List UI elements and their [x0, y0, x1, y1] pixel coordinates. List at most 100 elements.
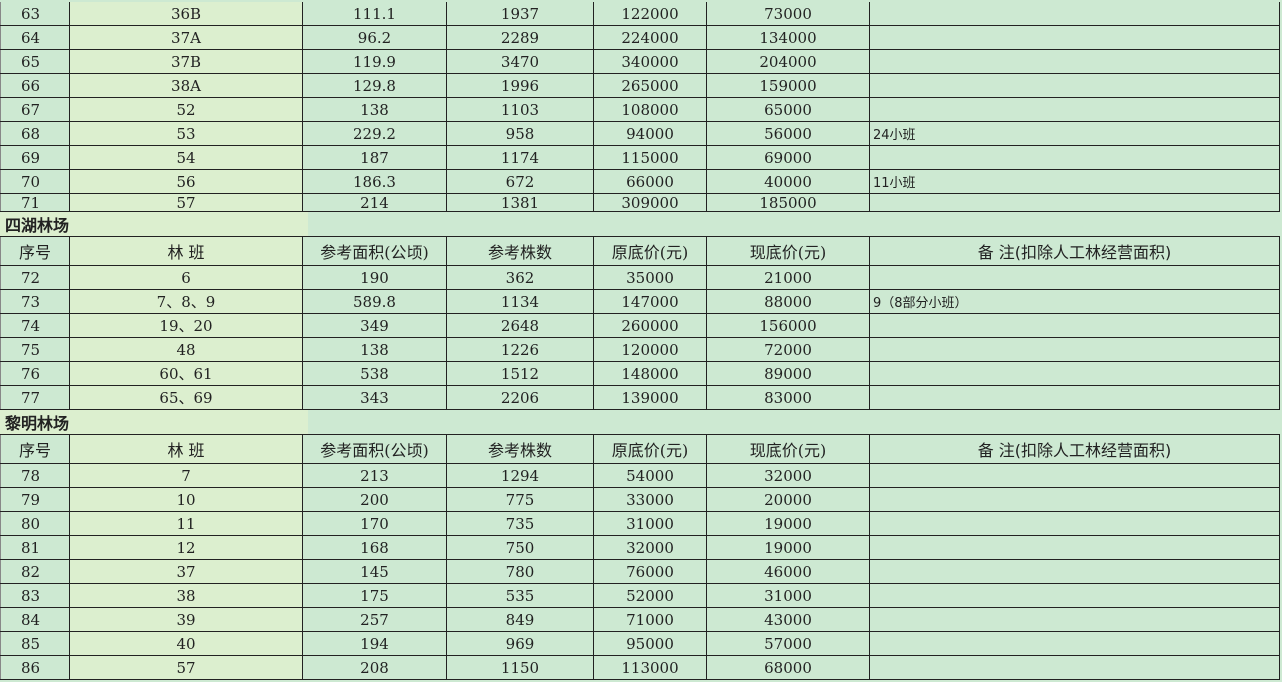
cell-cur-price[interactable]: 204000: [707, 50, 870, 73]
cell-cur-price[interactable]: 19000: [707, 512, 870, 535]
cell-orig-price[interactable]: 33000: [594, 488, 707, 511]
cell-block[interactable]: 7: [70, 464, 303, 487]
cell-area[interactable]: 187: [303, 146, 447, 169]
cell-remark[interactable]: [870, 362, 1280, 385]
cell-orig-price[interactable]: 35000: [594, 266, 707, 289]
cell-block[interactable]: 39: [70, 608, 303, 631]
cell-orig-price[interactable]: 139000: [594, 386, 707, 409]
cell-cur-price[interactable]: 19000: [707, 536, 870, 559]
cell-no[interactable]: 65: [0, 50, 70, 73]
cell-remark[interactable]: [870, 26, 1280, 49]
cell-trees[interactable]: 2206: [447, 386, 594, 409]
cell-no[interactable]: 79: [0, 488, 70, 511]
cell-block[interactable]: 19、20: [70, 314, 303, 337]
cell-area[interactable]: 138: [303, 338, 447, 361]
cell-block[interactable]: 48: [70, 338, 303, 361]
cell-cur-price[interactable]: 88000: [707, 290, 870, 313]
cell-no[interactable]: 72: [0, 266, 70, 289]
cell-area[interactable]: 208: [303, 656, 447, 679]
cell-block[interactable]: 57: [70, 194, 303, 211]
cell-trees[interactable]: 1381: [447, 194, 594, 211]
cell-no[interactable]: 82: [0, 560, 70, 583]
cell-cur-price[interactable]: 72000: [707, 338, 870, 361]
cell-remark[interactable]: [870, 536, 1280, 559]
cell-orig-price[interactable]: 148000: [594, 362, 707, 385]
cell-cur-price[interactable]: 40000: [707, 170, 870, 193]
cell-remark[interactable]: [870, 632, 1280, 655]
cell-cur-price[interactable]: 21000: [707, 266, 870, 289]
cell-cur-price[interactable]: 57000: [707, 632, 870, 655]
header-area[interactable]: 参考面积(公顷): [303, 435, 447, 463]
cell-orig-price[interactable]: 71000: [594, 608, 707, 631]
cell-area[interactable]: 200: [303, 488, 447, 511]
cell-area[interactable]: 168: [303, 536, 447, 559]
cell-no[interactable]: 67: [0, 98, 70, 121]
cell-cur-price[interactable]: 31000: [707, 584, 870, 607]
header-area[interactable]: 参考面积(公顷): [303, 237, 447, 265]
cell-no[interactable]: 63: [0, 2, 70, 25]
cell-cur-price[interactable]: 43000: [707, 608, 870, 631]
cell-trees[interactable]: 780: [447, 560, 594, 583]
cell-trees[interactable]: 750: [447, 536, 594, 559]
cell-trees[interactable]: 1103: [447, 98, 594, 121]
cell-no[interactable]: 70: [0, 170, 70, 193]
cell-trees[interactable]: 1512: [447, 362, 594, 385]
cell-trees[interactable]: 362: [447, 266, 594, 289]
cell-orig-price[interactable]: 122000: [594, 2, 707, 25]
cell-orig-price[interactable]: 224000: [594, 26, 707, 49]
cell-orig-price[interactable]: 108000: [594, 98, 707, 121]
cell-cur-price[interactable]: 65000: [707, 98, 870, 121]
cell-no[interactable]: 77: [0, 386, 70, 409]
cell-area[interactable]: 349: [303, 314, 447, 337]
cell-trees[interactable]: 2289: [447, 26, 594, 49]
cell-block[interactable]: 38: [70, 584, 303, 607]
cell-no[interactable]: 75: [0, 338, 70, 361]
cell-orig-price[interactable]: 340000: [594, 50, 707, 73]
cell-orig-price[interactable]: 265000: [594, 74, 707, 97]
cell-no[interactable]: 78: [0, 464, 70, 487]
cell-no[interactable]: 64: [0, 26, 70, 49]
cell-cur-price[interactable]: 185000: [707, 194, 870, 211]
cell-cur-price[interactable]: 20000: [707, 488, 870, 511]
cell-block[interactable]: 12: [70, 536, 303, 559]
cell-orig-price[interactable]: 147000: [594, 290, 707, 313]
header-no[interactable]: 序号: [0, 435, 70, 463]
cell-no[interactable]: 84: [0, 608, 70, 631]
cell-trees[interactable]: 1174: [447, 146, 594, 169]
header-trees[interactable]: 参考株数: [447, 435, 594, 463]
cell-cur-price[interactable]: 68000: [707, 656, 870, 679]
header-remark[interactable]: 备 注(扣除人工林经营面积): [870, 435, 1280, 463]
cell-remark[interactable]: [870, 656, 1280, 679]
cell-orig-price[interactable]: 52000: [594, 584, 707, 607]
cell-remark[interactable]: [870, 266, 1280, 289]
cell-block[interactable]: 53: [70, 122, 303, 145]
cell-trees[interactable]: 1294: [447, 464, 594, 487]
cell-trees[interactable]: 735: [447, 512, 594, 535]
cell-remark[interactable]: [870, 194, 1280, 211]
cell-no[interactable]: 68: [0, 122, 70, 145]
cell-area[interactable]: 186.3: [303, 170, 447, 193]
cell-trees[interactable]: 535: [447, 584, 594, 607]
cell-block[interactable]: 37A: [70, 26, 303, 49]
cell-no[interactable]: 74: [0, 314, 70, 337]
cell-remark[interactable]: [870, 560, 1280, 583]
cell-remark[interactable]: [870, 608, 1280, 631]
cell-remark[interactable]: 11小班: [870, 170, 1280, 193]
cell-area[interactable]: 538: [303, 362, 447, 385]
cell-cur-price[interactable]: 159000: [707, 74, 870, 97]
cell-area[interactable]: 589.8: [303, 290, 447, 313]
cell-no[interactable]: 86: [0, 656, 70, 679]
cell-cur-price[interactable]: 56000: [707, 122, 870, 145]
cell-block[interactable]: 60、61: [70, 362, 303, 385]
cell-remark[interactable]: [870, 50, 1280, 73]
cell-no[interactable]: 66: [0, 74, 70, 97]
cell-cur-price[interactable]: 89000: [707, 362, 870, 385]
cell-orig-price[interactable]: 115000: [594, 146, 707, 169]
cell-trees[interactable]: 775: [447, 488, 594, 511]
cell-no[interactable]: 81: [0, 536, 70, 559]
cell-block[interactable]: 7、8、9: [70, 290, 303, 313]
cell-area[interactable]: 343: [303, 386, 447, 409]
cell-area[interactable]: 214: [303, 194, 447, 211]
section-title[interactable]: 四湖林场: [0, 212, 308, 236]
cell-no[interactable]: 69: [0, 146, 70, 169]
